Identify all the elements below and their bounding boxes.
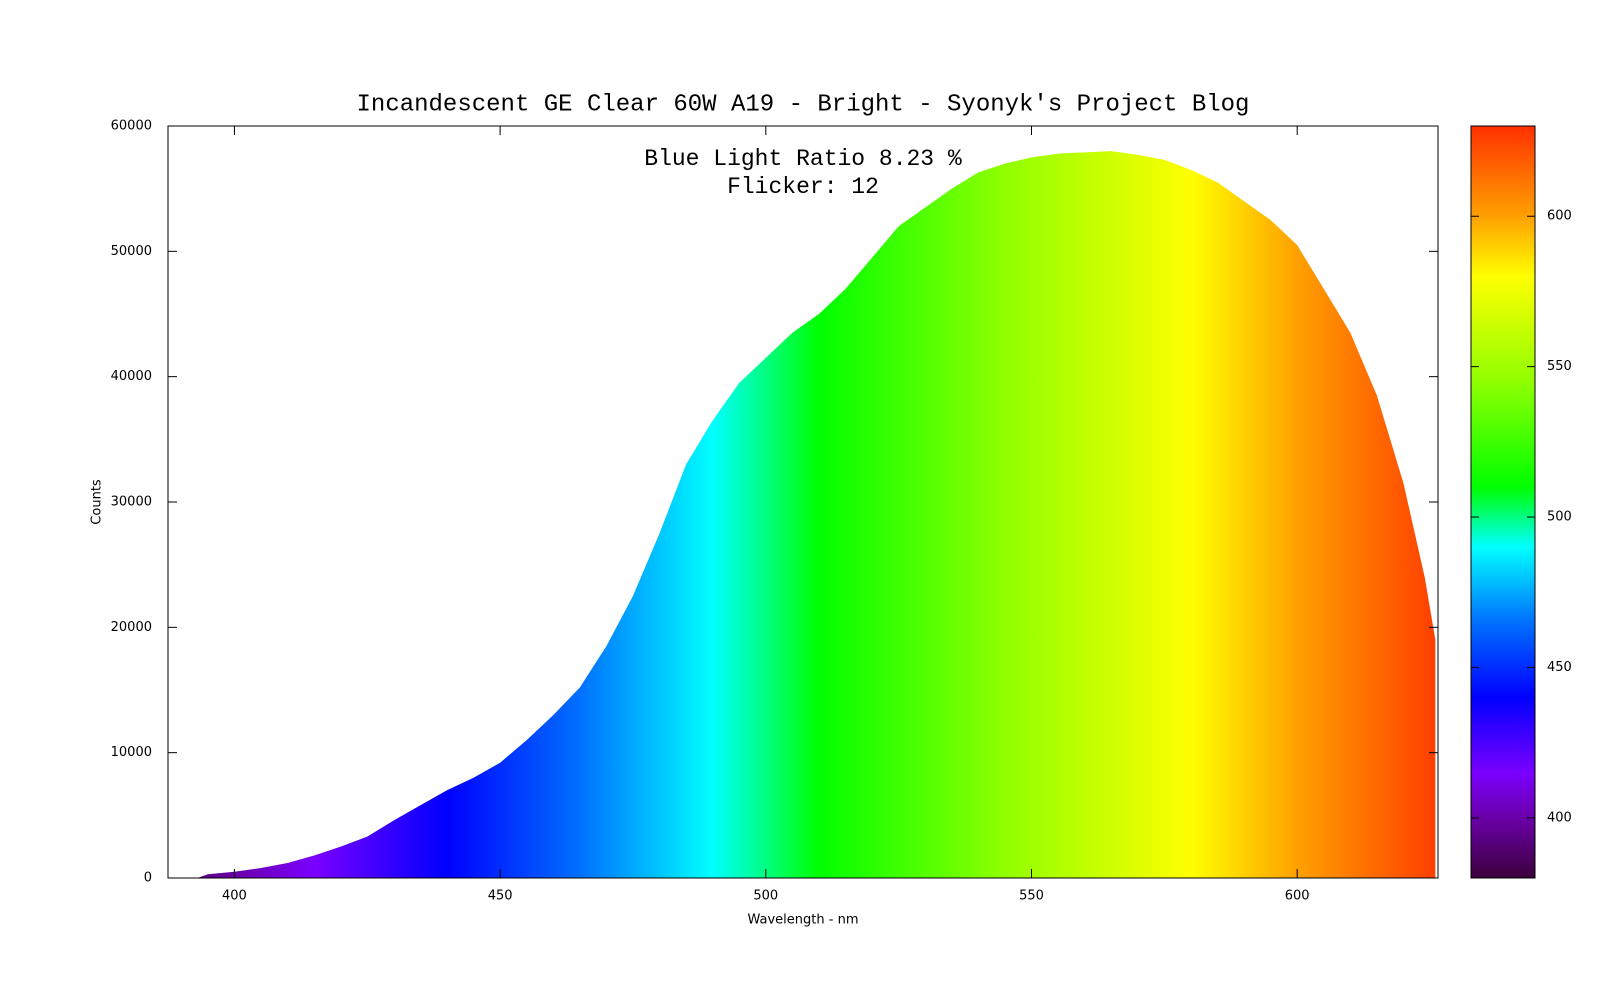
x-tick-label: 500 bbox=[753, 889, 778, 904]
colorbar-tick-label: 450 bbox=[1547, 660, 1572, 675]
x-tick-label: 550 bbox=[1019, 889, 1044, 904]
y-tick-label: 60000 bbox=[111, 119, 152, 134]
y-tick-label: 40000 bbox=[111, 369, 152, 384]
colorbar-tick-label: 550 bbox=[1547, 359, 1572, 374]
colorbar-tick-label: 500 bbox=[1547, 510, 1572, 525]
annotation: Blue Light Ratio 8.23 % bbox=[644, 146, 962, 172]
annotation: Flicker: 12 bbox=[727, 174, 879, 200]
x-tick-label: 600 bbox=[1285, 889, 1310, 904]
x-tick-label: 400 bbox=[222, 889, 247, 904]
colorbar-tick-label: 400 bbox=[1547, 810, 1572, 825]
y-tick-label: 0 bbox=[144, 871, 152, 886]
colorbar bbox=[1470, 125, 1536, 879]
spectrum-area bbox=[197, 151, 1436, 879]
colorbar-tick-label: 600 bbox=[1547, 209, 1572, 224]
y-tick-label: 10000 bbox=[111, 745, 152, 760]
chart-title: Incandescent GE Clear 60W A19 - Bright -… bbox=[357, 91, 1250, 118]
y-tick-label: 30000 bbox=[111, 495, 152, 510]
y-tick-label: 50000 bbox=[111, 244, 152, 259]
x-tick-label: 450 bbox=[488, 889, 513, 904]
x-axis-label: Wavelength - nm bbox=[748, 913, 859, 928]
y-axis-label: Counts bbox=[90, 479, 105, 525]
y-tick-label: 20000 bbox=[111, 620, 152, 635]
